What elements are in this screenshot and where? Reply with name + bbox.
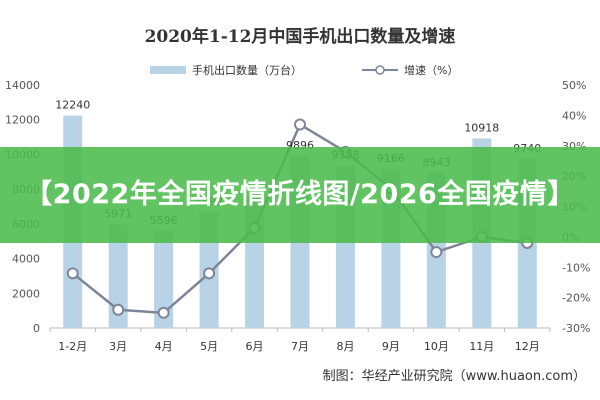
chart-title: 2020年1-12月中国手机出口数量及增速 xyxy=(145,26,456,47)
left-axis-tick-label: 2000 xyxy=(12,287,40,300)
x-axis-tick-label: 9月 xyxy=(382,340,400,353)
watermark-banner: 【2022年全国疫情折线图/2026全国疫情】 xyxy=(0,147,600,243)
legend-bar-swatch xyxy=(150,66,186,74)
x-axis-tick-label: 4月 xyxy=(155,340,173,353)
right-axis-tick-label: 50% xyxy=(562,79,586,92)
left-axis-tick-label: 0 xyxy=(33,322,40,335)
bar xyxy=(108,224,128,328)
bar-data-label: 10918 xyxy=(464,121,499,134)
line-point xyxy=(294,118,306,131)
x-axis-tick-label: 11月 xyxy=(469,340,494,353)
x-axis-tick-label: 10月 xyxy=(424,340,449,353)
line-point xyxy=(112,303,125,316)
left-axis-tick-label: 12000 xyxy=(5,114,40,127)
right-axis-tick-label: -10% xyxy=(562,261,590,274)
bar xyxy=(154,230,174,328)
right-axis-tick-label: 40% xyxy=(562,109,586,122)
x-axis-labels: 1-2月 3月 4月 5月 6月 7月 8月 9月 10月 11月 12月 xyxy=(49,328,551,353)
line-point xyxy=(203,267,216,280)
legend-line-marker xyxy=(375,65,385,75)
banner-text: 【2022年全国疫情折线图/2026全国疫情】 xyxy=(25,179,575,210)
right-axis-tick-label: -30% xyxy=(562,322,590,335)
x-axis-tick-label: 3月 xyxy=(109,340,127,353)
x-axis-tick-label: 7月 xyxy=(291,340,309,353)
line-point xyxy=(157,306,170,319)
legend-bar-label: 手机出口数量（万台） xyxy=(192,63,302,77)
left-axis-tick-label: 14000 xyxy=(5,79,40,92)
x-axis-tick-label: 6月 xyxy=(246,340,264,353)
line-point xyxy=(430,246,443,259)
line-point xyxy=(66,267,79,280)
x-axis-tick-label: 1-2月 xyxy=(58,340,87,353)
x-axis-tick-label: 8月 xyxy=(336,340,354,353)
bar-data-label: 12240 xyxy=(55,99,90,112)
left-axis-tick-label: 4000 xyxy=(12,253,40,266)
x-axis-tick-label: 12月 xyxy=(515,340,540,353)
legend-line-label: 增速（%） xyxy=(404,63,458,77)
x-axis-tick-label: 5月 xyxy=(200,340,218,353)
legend: 手机出口数量（万台） 增速（%） xyxy=(150,63,458,77)
right-axis-tick-label: -20% xyxy=(562,292,590,305)
source-note: 制图：华经产业研究院（www.huaon.com） xyxy=(322,369,586,384)
